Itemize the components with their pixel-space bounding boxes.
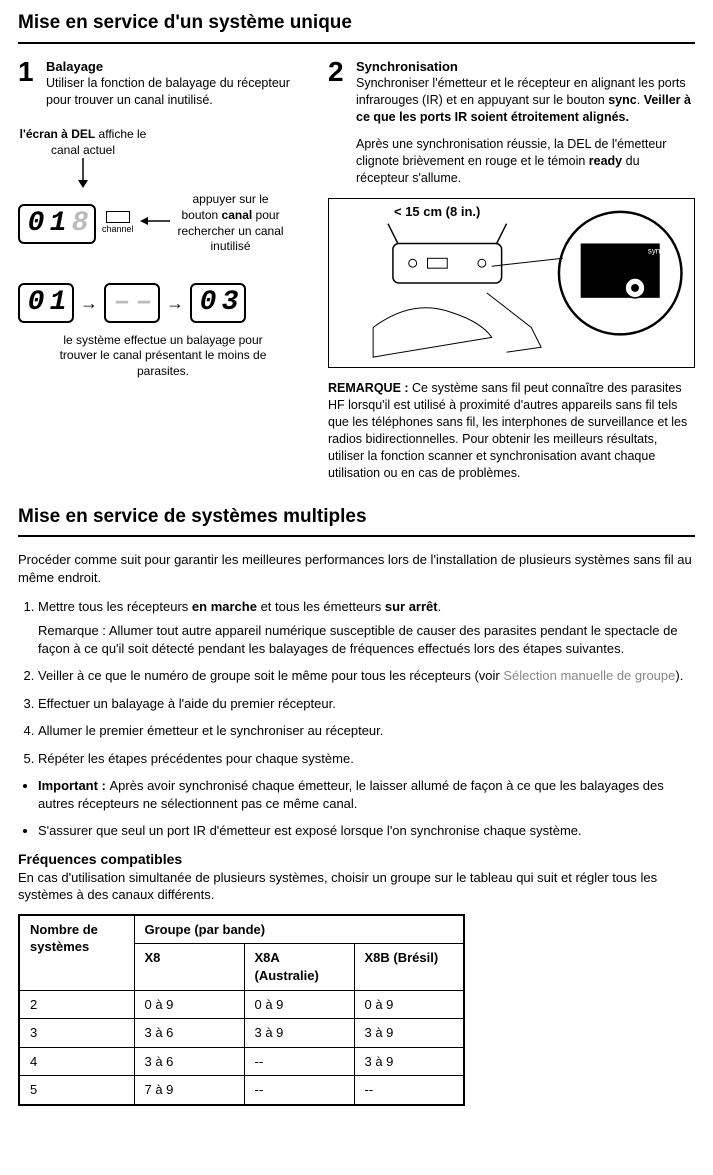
cell: 3 <box>19 1019 134 1048</box>
t: Après avoir synchronisé chaque émetteur,… <box>38 778 664 811</box>
t: . <box>438 599 442 614</box>
digit: 1 <box>46 210 68 238</box>
cell: 3 à 6 <box>134 1019 244 1048</box>
channel-button-icon <box>106 211 130 223</box>
divider <box>18 535 695 537</box>
multi-intro: Procéder comme suit pour garantir les me… <box>18 551 695 586</box>
cell: 3 à 9 <box>244 1019 354 1048</box>
th-x8a: X8A (Australie) <box>244 944 354 990</box>
t: ). <box>675 668 683 683</box>
th-x8b: X8B (Brésil) <box>354 944 464 990</box>
cell: -- <box>244 1076 354 1105</box>
scan-diagram: l'écran à DEL affiche le canal actuel 0 … <box>18 127 308 380</box>
bullet-ir: S'assurer que seul un port IR d'émetteur… <box>38 822 695 840</box>
t: Mettre tous les récepteurs <box>38 599 192 614</box>
step-item-5: Répéter les étapes précédentes pour chaq… <box>38 750 695 768</box>
step-item-1: Mettre tous les récepteurs en marche et … <box>38 598 695 657</box>
step1-column: 1 Balayage Utiliser la fonction de balay… <box>18 58 308 482</box>
led-display-main: 0 1 8 <box>18 204 96 244</box>
remarque-label: REMARQUE : <box>328 381 412 395</box>
digit: 0 <box>24 210 46 238</box>
th-x8: X8 <box>134 944 244 990</box>
cell: 3 à 6 <box>134 1047 244 1076</box>
remarque-text: Ce système sans fil peut connaître des p… <box>328 381 687 479</box>
digit: – <box>132 289 154 317</box>
t: sur arrêt <box>385 599 438 614</box>
step1-title: Balayage <box>46 58 308 76</box>
led-seq-3: 0 3 <box>190 283 246 323</box>
digit: 0 <box>196 289 218 317</box>
freq-title: Fréquences compatibles <box>18 850 695 869</box>
cell: 3 à 9 <box>354 1019 464 1048</box>
cell: 0 à 9 <box>134 990 244 1019</box>
sync-illustration: < 15 cm (8 in.) sync <box>328 198 695 368</box>
step2-column: 2 Synchronisation Synchroniser l'émetteu… <box>328 58 695 482</box>
table-row: 5 7 à 9 -- -- <box>19 1076 464 1105</box>
t: sync <box>608 93 637 107</box>
channel-label: channel <box>102 223 134 235</box>
t: ready <box>589 154 622 168</box>
digit: 3 <box>218 289 240 317</box>
cell: 7 à 9 <box>134 1076 244 1105</box>
bullets-list: Important : Après avoir synchronisé chaq… <box>18 777 695 840</box>
arrow-right-icon: → <box>76 291 102 315</box>
cell: 4 <box>19 1047 134 1076</box>
digit: 0 <box>24 289 46 317</box>
step2-title: Synchronisation <box>356 58 695 76</box>
bullet-important: Important : Après avoir synchronisé chaq… <box>38 777 695 812</box>
t: Important : <box>38 778 110 793</box>
remarque: REMARQUE : Ce système sans fil peut conn… <box>328 380 695 481</box>
t: Veiller à ce que le numéro de groupe soi… <box>38 668 503 683</box>
step-item-3: Effectuer un balayage à l'aide du premie… <box>38 695 695 713</box>
freq-text: En cas d'utilisation simultanée de plusi… <box>18 869 695 904</box>
cell: -- <box>354 1076 464 1105</box>
t: et tous les émetteurs <box>257 599 385 614</box>
table-row: 2 0 à 9 0 à 9 0 à 9 <box>19 990 464 1019</box>
arrow-left-icon <box>140 215 170 231</box>
th-group: Groupe (par bande) <box>134 915 464 944</box>
t-grey: Sélection manuelle de groupe <box>503 668 675 683</box>
led-seq-1: 0 1 <box>18 283 74 323</box>
cell: 2 <box>19 990 134 1019</box>
step-item-4: Allumer le premier émetteur et le synchr… <box>38 722 695 740</box>
table-row: 4 3 à 6 -- 3 à 9 <box>19 1047 464 1076</box>
step2-number: 2 <box>328 58 350 187</box>
cell: -- <box>244 1047 354 1076</box>
cell: 5 <box>19 1076 134 1105</box>
channel-callout-bold: canal <box>222 208 253 222</box>
arrow-right-icon: → <box>162 291 188 315</box>
step2-text: Synchroniser l'émetteur et le récepteur … <box>356 75 695 126</box>
step2-text2: Après une synchronisation réussie, la DE… <box>356 136 695 187</box>
table-row: 3 3 à 6 3 à 9 3 à 9 <box>19 1019 464 1048</box>
channel-callout: appuyer sur le bouton canal pour recherc… <box>176 192 286 254</box>
step1-number: 1 <box>18 58 40 109</box>
step1-text: Utiliser la fonction de balayage du réce… <box>46 75 308 109</box>
steps-list: Mettre tous les récepteurs en marche et … <box>18 598 695 767</box>
digit: 1 <box>46 289 68 317</box>
steps-row: 1 Balayage Utiliser la fonction de balay… <box>18 58 695 482</box>
led-callout-bold: l'écran à DEL <box>20 127 96 141</box>
cell: 3 à 9 <box>354 1047 464 1076</box>
sync-distance-label: < 15 cm (8 in.) <box>394 203 480 221</box>
section1-title: Mise en service d'un système unique <box>18 10 695 36</box>
step-item-2: Veiller à ce que le numéro de groupe soi… <box>38 667 695 685</box>
led-seq-2: – – <box>104 283 160 323</box>
t: en marche <box>192 599 257 614</box>
freq-table: Nombre de systèmes Groupe (par bande) X8… <box>18 914 465 1106</box>
led-callout: l'écran à DEL affiche le canal actuel <box>18 127 148 158</box>
section2-title: Mise en service de systèmes multiples <box>18 504 695 530</box>
th-systems: Nombre de systèmes <box>19 915 134 990</box>
cell: 0 à 9 <box>244 990 354 1019</box>
arrow-down-icon <box>73 158 308 192</box>
svg-text:sync: sync <box>648 247 664 256</box>
divider <box>18 42 695 44</box>
scan-callout: le système effectue un balayage pour tro… <box>48 333 278 380</box>
cell: 0 à 9 <box>354 990 464 1019</box>
digit-faint: 8 <box>68 210 90 238</box>
step1-note: Remarque : Allumer tout autre appareil n… <box>38 622 695 657</box>
digit: – <box>110 289 132 317</box>
t: . <box>637 93 644 107</box>
